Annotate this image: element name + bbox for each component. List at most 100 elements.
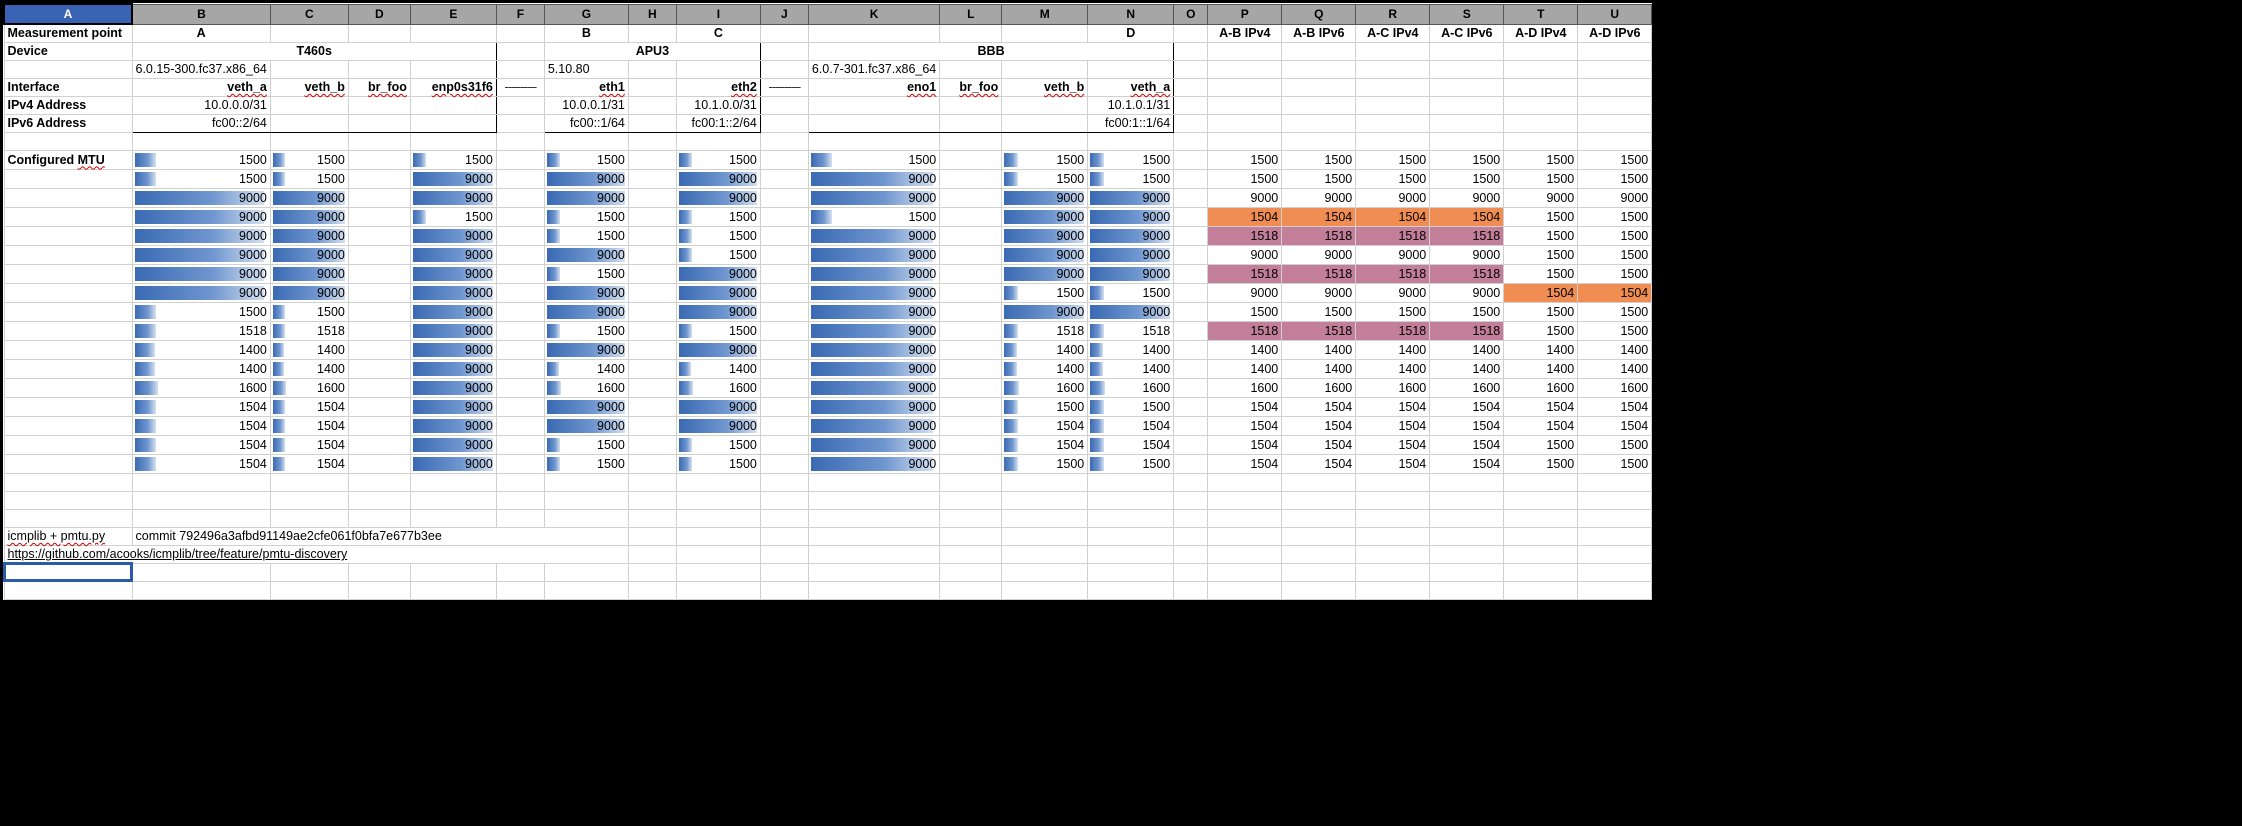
column-header-E[interactable]: E	[410, 4, 496, 24]
mtu-cell: 1500	[544, 264, 628, 283]
device-T460s: T460s	[132, 42, 496, 60]
column-header-C[interactable]: C	[270, 4, 348, 24]
result-cell: 9000	[1208, 245, 1282, 264]
result-cell: 1504	[1208, 397, 1282, 416]
column-header-D[interactable]: D	[348, 4, 410, 24]
result-cell: 1500	[1208, 169, 1282, 188]
result-cell: 9000	[1430, 245, 1504, 264]
mtu-cell: 9000	[1002, 188, 1088, 207]
column-header-T[interactable]: T	[1504, 4, 1578, 24]
mtu-cell: 1518	[1088, 321, 1174, 340]
ipv4-G: 10.0.0.1/31	[544, 96, 628, 114]
result-cell: 1500	[1578, 302, 1652, 321]
mtu-cell: 1500	[676, 207, 760, 226]
column-header-L[interactable]: L	[940, 4, 1002, 24]
result-cell: 1504	[1578, 416, 1652, 435]
mtu-cell: 9000	[676, 169, 760, 188]
column-header-Q[interactable]: Q	[1282, 4, 1356, 24]
mtu-cell: 1600	[1088, 378, 1174, 397]
result-cell: 1504	[1430, 397, 1504, 416]
result-cell: 1504	[1282, 207, 1356, 226]
mtu-cell: 9000	[1088, 226, 1174, 245]
mtu-cell: 9000	[1088, 264, 1174, 283]
column-header-G[interactable]: G	[544, 4, 628, 24]
mtu-cell: 1500	[1002, 150, 1088, 169]
result-cell: 9000	[1430, 283, 1504, 302]
mtu-cell: 9000	[808, 359, 939, 378]
mtu-cell: 1500	[544, 150, 628, 169]
mtu-cell: 9000	[808, 226, 939, 245]
column-header-M[interactable]: M	[1002, 4, 1088, 24]
label-interface: Interface	[4, 78, 132, 96]
mtu-cell: 9000	[410, 435, 496, 454]
mtu-cell: 1500	[410, 207, 496, 226]
result-cell: 9000	[1208, 188, 1282, 207]
spreadsheet-grid[interactable]: ABCDEFGHIJKLMNOPQRSTUMeasurement pointAB…	[3, 3, 1652, 600]
mtu-cell: 1500	[808, 150, 939, 169]
column-header-B[interactable]: B	[132, 4, 270, 24]
mtu-cell: 9000	[676, 264, 760, 283]
result-cell: 1400	[1208, 359, 1282, 378]
column-header-S[interactable]: S	[1430, 4, 1504, 24]
column-header-A[interactable]: A	[4, 4, 132, 24]
column-header-K[interactable]: K	[808, 4, 939, 24]
device-APU3: APU3	[544, 42, 760, 60]
column-header-N[interactable]: N	[1088, 4, 1174, 24]
result-header-T: A-D IPv4	[1504, 24, 1578, 42]
label-ipv4: IPv4 Address	[4, 96, 132, 114]
mtu-cell: 9000	[132, 264, 270, 283]
column-header-R[interactable]: R	[1356, 4, 1430, 24]
result-cell: 9000	[1578, 188, 1652, 207]
column-header-P[interactable]: P	[1208, 4, 1282, 24]
mtu-cell: 9000	[1002, 226, 1088, 245]
mtu-cell: 9000	[270, 283, 348, 302]
result-cell: 9000	[1356, 283, 1430, 302]
ipv6-I: fc00:1::2/64	[676, 114, 760, 132]
ipv4-B: 10.0.0.0/31	[132, 96, 270, 114]
mtu-cell: 9000	[1002, 264, 1088, 283]
mtu-cell: 9000	[270, 245, 348, 264]
result-cell: 1504	[1356, 397, 1430, 416]
result-cell: 1500	[1430, 302, 1504, 321]
mtu-cell: 9000	[544, 169, 628, 188]
result-cell: 1504	[1282, 397, 1356, 416]
mtu-cell: 1400	[1088, 340, 1174, 359]
column-header-I[interactable]: I	[676, 4, 760, 24]
result-cell: 1504	[1504, 283, 1578, 302]
mtu-cell: 9000	[808, 245, 939, 264]
mtu-cell: 1504	[132, 435, 270, 454]
mtu-cell: 9000	[808, 397, 939, 416]
column-header-J[interactable]: J	[760, 4, 808, 24]
footer-link[interactable]: https://github.com/acooks/icmplib/tree/f…	[8, 547, 348, 561]
mtu-cell: 9000	[808, 264, 939, 283]
result-cell: 1600	[1504, 378, 1578, 397]
mtu-cell: 1504	[1088, 435, 1174, 454]
result-cell: 1518	[1282, 226, 1356, 245]
mtu-cell: 1500	[544, 207, 628, 226]
result-cell: 1518	[1430, 264, 1504, 283]
mtu-cell: 9000	[808, 188, 939, 207]
label-device: Device	[4, 42, 132, 60]
mtu-cell: 9000	[132, 283, 270, 302]
kernel-G: 5.10.80	[544, 60, 628, 78]
mtu-cell: 1500	[1002, 454, 1088, 473]
result-cell: 1504	[1356, 435, 1430, 454]
mtu-cell: 9000	[808, 283, 939, 302]
column-header-O[interactable]: O	[1174, 4, 1208, 24]
mtu-cell: 9000	[676, 340, 760, 359]
result-cell: 1504	[1208, 454, 1282, 473]
mtu-cell: 9000	[808, 454, 939, 473]
result-cell: 1400	[1578, 340, 1652, 359]
result-cell: 1400	[1208, 340, 1282, 359]
result-cell: 1504	[1208, 207, 1282, 226]
active-cell[interactable]	[4, 563, 132, 581]
column-header-H[interactable]: H	[628, 4, 676, 24]
result-cell: 1500	[1282, 302, 1356, 321]
column-header-U[interactable]: U	[1578, 4, 1652, 24]
column-header-F[interactable]: F	[496, 4, 544, 24]
mtu-cell: 9000	[410, 397, 496, 416]
mtu-cell: 9000	[1088, 302, 1174, 321]
mtu-cell: 9000	[410, 283, 496, 302]
interface-J: ----------	[760, 78, 808, 96]
result-cell: 9000	[1504, 188, 1578, 207]
